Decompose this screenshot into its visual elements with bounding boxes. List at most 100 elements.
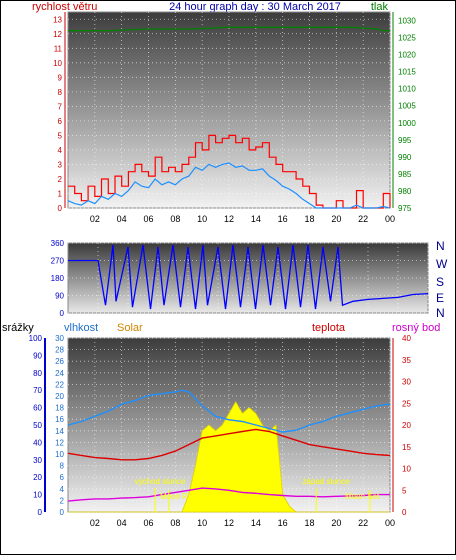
pressure-axis-tick: 1010 xyxy=(398,85,416,94)
wind-axis-tick: 0 xyxy=(58,204,63,213)
pressure-axis-tick: 1000 xyxy=(398,119,416,128)
pressure-axis-tick: 1020 xyxy=(398,51,416,60)
humidity-label: vlhkost xyxy=(64,322,98,334)
humidity-axis-tick: 18 xyxy=(55,404,64,413)
x-tick-label: 12 xyxy=(224,518,234,528)
x-tick-label: 14 xyxy=(251,518,261,528)
compass-labels: N W S E N xyxy=(436,239,448,320)
x-tick-label: 12 xyxy=(224,214,234,224)
humidity-axis-tick: 26 xyxy=(55,357,64,366)
x-tick-label: 22 xyxy=(358,214,368,224)
wind-axis-tick: 8 xyxy=(58,88,63,97)
temperature-axis-tick: 10 xyxy=(402,465,411,474)
temperature-axis-tick: 35 xyxy=(402,356,411,365)
wind-axis-tick: 13 xyxy=(53,15,62,24)
wind-axis-tick: 3 xyxy=(58,160,63,169)
x-tick-label: 16 xyxy=(278,214,288,224)
pressure-line xyxy=(68,26,390,32)
direction-axis-tick: 360 xyxy=(51,239,65,248)
humidity-axis-tick: 4 xyxy=(60,485,65,494)
x-tick-label: 20 xyxy=(331,214,341,224)
pressure-axis-tick: 990 xyxy=(398,153,412,162)
x-tick-label: 08 xyxy=(170,518,180,528)
x-tick-label: 06 xyxy=(143,518,153,528)
precip-axis-tick: 40 xyxy=(33,438,42,447)
axes xyxy=(44,12,394,512)
precip-axis-tick: 70 xyxy=(33,386,42,395)
temperature-axis-tick: 0 xyxy=(402,508,407,517)
x-tick-label: 20 xyxy=(331,518,341,528)
x-tick-label: 14 xyxy=(251,214,261,224)
pressure-axis-tick: 995 xyxy=(398,136,412,145)
humidity-axis-tick: 30 xyxy=(55,334,64,343)
moonset-annotation: Moon Set xyxy=(345,492,380,501)
precip-axis-tick: 100 xyxy=(29,334,43,343)
x-tick-label: 10 xyxy=(197,214,207,224)
sunset-annotation: západ slunce xyxy=(302,477,350,486)
x-tick-label: 10 xyxy=(197,518,207,528)
wind-direction-line xyxy=(68,244,429,310)
wind-axis-tick: 1 xyxy=(58,189,63,198)
temperature-axis-tick: 20 xyxy=(402,421,411,430)
pressure-axis-tick: 1005 xyxy=(398,102,416,111)
x-tick-label: 04 xyxy=(117,518,127,528)
compass-n-top: N xyxy=(436,239,445,253)
humidity-axis-tick: 14 xyxy=(55,427,64,436)
wind-axis-tick: 11 xyxy=(54,44,63,53)
precip-axis-tick: 0 xyxy=(38,508,43,517)
wind-speed-label: rychlost větru xyxy=(32,1,97,13)
humidity-axis-tick: 28 xyxy=(55,346,64,355)
precip-axis-tick: 30 xyxy=(33,456,42,465)
solar-area xyxy=(68,401,390,513)
pressure-axis-tick: 975 xyxy=(398,204,412,213)
compass-n-bottom: N xyxy=(436,306,445,320)
precip-axis-tick: 10 xyxy=(33,491,42,500)
wind-axis-tick: 4 xyxy=(58,146,63,155)
temperature-axis-tick: 5 xyxy=(402,486,407,495)
wind-axis-tick: 2 xyxy=(58,175,63,184)
humidity-axis-tick: 24 xyxy=(55,369,64,378)
wind-axis-tick: 12 xyxy=(53,30,62,39)
solar-series xyxy=(68,401,390,513)
precip-axis-tick: 60 xyxy=(33,404,42,413)
x-tick-label: 04 xyxy=(117,214,127,224)
direction-axis-tick: 90 xyxy=(55,292,64,301)
x-tick-label: 16 xyxy=(278,518,288,528)
precip-axis-tick: 80 xyxy=(33,369,42,378)
pressure-axis-tick: 1030 xyxy=(398,17,416,26)
compass-s: S xyxy=(436,275,444,289)
temperature-label: teplota xyxy=(312,322,346,334)
humidity-axis-tick: 22 xyxy=(55,380,64,389)
temperature-axis-tick: 30 xyxy=(402,378,411,387)
sunrise-annotation: východ slunce xyxy=(135,477,186,486)
x-tick-label: 06 xyxy=(143,214,153,224)
wind-average-line xyxy=(67,162,391,209)
temperature-axis-tick: 15 xyxy=(402,443,411,452)
direction-axis-tick: 180 xyxy=(51,274,65,283)
series-lines xyxy=(67,26,429,512)
wind-axis-tick: 5 xyxy=(58,131,63,140)
chart-title: 24 hour graph day : 30 March 2017 xyxy=(169,1,341,13)
pressure-axis-tick: 1025 xyxy=(398,34,416,43)
temperature-axis-tick: 40 xyxy=(402,334,411,343)
dew-point-label: rosný bod xyxy=(392,322,440,334)
precip-label: srážky xyxy=(2,322,34,334)
x-tick-label: 00 xyxy=(385,214,395,224)
x-tick-label: 00 xyxy=(385,518,395,528)
humidity-axis-tick: 8 xyxy=(60,462,65,471)
humidity-axis-tick: 2 xyxy=(60,496,65,505)
x-tick-label: 02 xyxy=(90,518,100,528)
direction-axis-tick: 0 xyxy=(60,309,65,318)
moonrise-annotation: Moon Rise xyxy=(160,492,199,501)
pressure-label: tlak xyxy=(371,1,389,13)
temperature-line xyxy=(67,428,391,461)
humidity-axis-tick: 0 xyxy=(60,508,65,517)
pressure-axis-tick: 980 xyxy=(398,187,412,196)
x-tick-label: 18 xyxy=(304,214,314,224)
tick-labels: 0123456789101112139759809859909951000100… xyxy=(29,15,417,528)
humidity-axis-tick: 12 xyxy=(55,438,64,447)
x-tick-label: 08 xyxy=(170,214,180,224)
precip-axis-tick: 90 xyxy=(33,351,42,360)
humidity-line xyxy=(67,389,391,433)
